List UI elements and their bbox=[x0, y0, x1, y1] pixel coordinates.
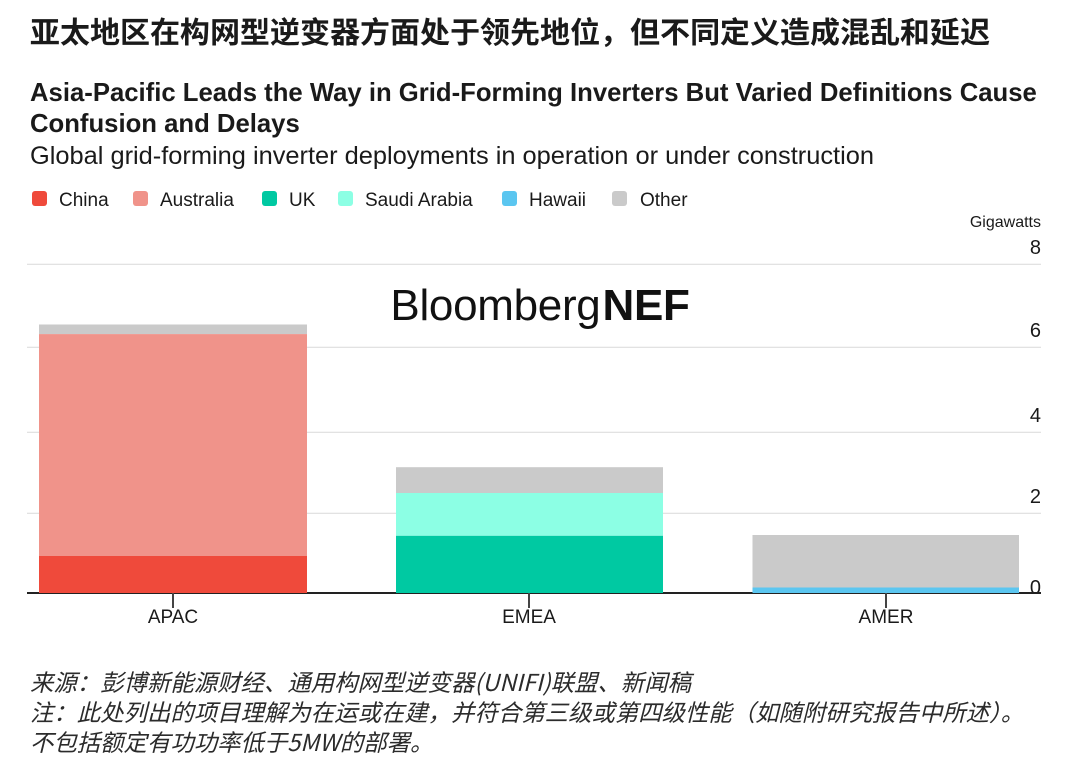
svg-text:Gigawatts: Gigawatts bbox=[970, 214, 1041, 231]
svg-text:EMEA: EMEA bbox=[502, 607, 556, 628]
svg-text:AMER: AMER bbox=[859, 607, 914, 628]
svg-text:APAC: APAC bbox=[148, 607, 198, 628]
svg-text:6: 6 bbox=[1030, 320, 1041, 342]
svg-text:BloombergNEF: BloombergNEF bbox=[390, 281, 689, 330]
svg-text:4: 4 bbox=[1030, 405, 1041, 427]
svg-text:0: 0 bbox=[1030, 577, 1041, 599]
svg-text:2: 2 bbox=[1030, 486, 1041, 508]
svg-text:8: 8 bbox=[1030, 237, 1041, 259]
